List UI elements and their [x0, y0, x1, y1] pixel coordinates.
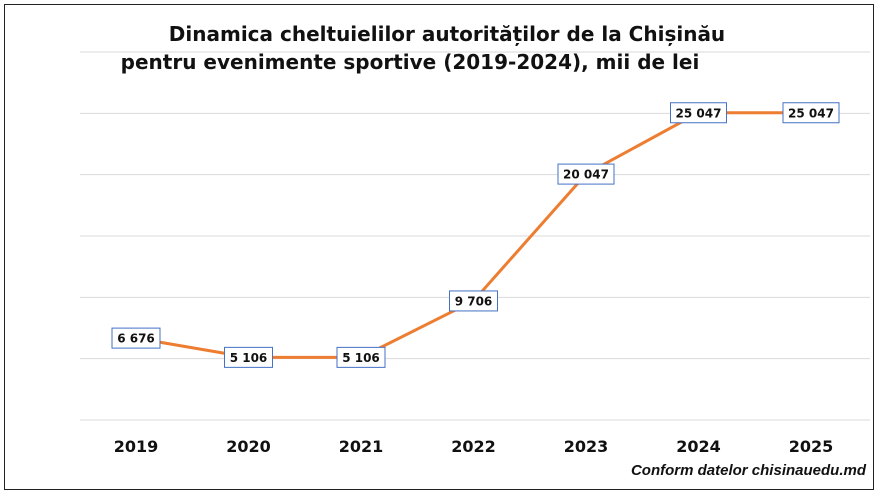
data-label: 5 106: [336, 346, 386, 368]
data-label-text: 5 106: [342, 351, 380, 365]
series-line: [135, 111, 811, 359]
data-label-box: [782, 102, 840, 124]
data-label-box: [670, 102, 727, 124]
data-labels: 6 676 5 106 5 106 9 706 20 047 25 047 25 047: [111, 102, 840, 368]
data-label: 9 706: [449, 290, 498, 312]
data-label-box: [224, 346, 273, 368]
x-tick-label: 2023: [564, 437, 609, 456]
x-tick-label: 2025: [789, 437, 834, 456]
title-line-1: Dinamica cheltuielilor autorităților de …: [168, 22, 726, 46]
data-label-text: 6 676: [117, 332, 155, 346]
data-label-box: [336, 346, 386, 368]
chart-frame: [4, 4, 874, 490]
chart-title: Dinamica cheltuielilor autorităților de …: [0, 20, 880, 76]
data-label: 25 047: [670, 102, 727, 124]
data-label: 20 047: [557, 163, 615, 185]
data-label: 5 106: [224, 346, 273, 368]
data-label-text: 9 706: [455, 294, 493, 308]
x-tick-label: 2020: [226, 437, 271, 456]
data-label-text: 25 047: [788, 106, 834, 120]
data-label: 6 676: [111, 327, 161, 349]
title-line-2: pentru evenimente sportive (2019-2024), …: [120, 50, 700, 74]
x-tick-label: 2019: [114, 437, 159, 456]
x-tick-label: 2021: [339, 437, 384, 456]
x-axis-ticks: 2019 2020 2021 2022 2023 2024 2025: [114, 437, 834, 456]
data-label-text: 20 047: [563, 168, 609, 182]
source-note: Conform datelor chisinauedu.md: [630, 462, 866, 479]
gridlines: [80, 51, 870, 421]
x-tick-label: 2024: [676, 437, 721, 456]
data-label-text: 25 047: [676, 106, 722, 120]
data-label-box: [449, 290, 498, 312]
data-label-box: [557, 163, 615, 185]
series-polyline: [135, 111, 811, 359]
data-label-text: 5 106: [230, 351, 268, 365]
x-tick-label: 2022: [451, 437, 496, 456]
data-label: 25 047: [782, 102, 840, 124]
data-label-box: [111, 327, 161, 349]
